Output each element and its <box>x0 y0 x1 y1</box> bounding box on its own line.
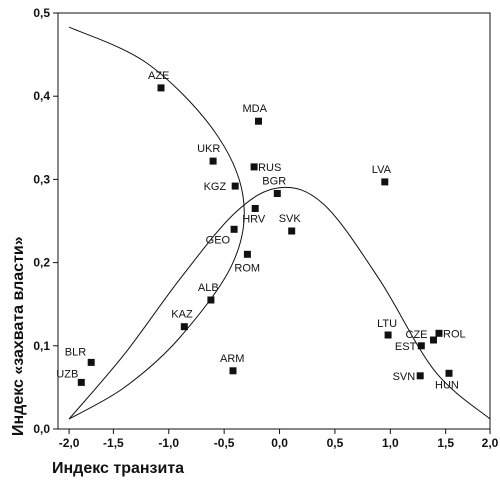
point-label-geo: GEO <box>206 234 231 246</box>
y-axis-title: Индекс «захвата власти» <box>10 236 27 436</box>
x-tick-label: -2,0 <box>59 436 80 450</box>
point-ltu <box>384 331 392 339</box>
x-tick-label: 1,5 <box>437 436 454 450</box>
point-label-mda: MDA <box>243 103 268 115</box>
point-label-ukr: UKR <box>197 143 220 155</box>
point-label-ltu: LTU <box>377 318 397 330</box>
y-tick-label: 0,5 <box>33 6 50 20</box>
y-tick-label: 0,2 <box>33 256 50 270</box>
y-tick-label: 0,0 <box>33 422 50 436</box>
point-hrv <box>251 205 259 212</box>
point-label-hrv: HRV <box>242 214 266 226</box>
x-tick-label: 0,0 <box>271 436 288 450</box>
point-svk <box>288 227 296 235</box>
x-tick-label: -1,5 <box>103 436 124 450</box>
point-label-alb: ALB <box>198 282 219 294</box>
point-est <box>417 342 425 350</box>
y-tick-label: 0,3 <box>33 172 50 186</box>
x-tick-label: 0,5 <box>327 436 344 450</box>
point-aze <box>157 84 165 92</box>
x-tick-label: -0,5 <box>214 436 235 450</box>
point-label-rus: RUS <box>258 162 281 174</box>
curve-sideways-parabola <box>68 26 245 420</box>
point-blr <box>87 358 95 366</box>
point-rus <box>250 163 258 171</box>
point-kgz <box>231 182 239 190</box>
point-arm <box>229 367 237 375</box>
point-label-hun: HUN <box>435 379 459 391</box>
y-tick-label: 0,1 <box>33 339 50 353</box>
point-label-arm: ARM <box>220 353 244 365</box>
point-kaz <box>180 323 188 331</box>
axes <box>57 12 491 430</box>
point-label-rom: ROM <box>234 262 260 274</box>
point-uzb <box>77 378 85 386</box>
point-svn <box>416 372 424 380</box>
point-rol <box>435 329 443 337</box>
point-label-blr: BLR <box>65 346 86 358</box>
point-hun <box>445 369 453 377</box>
point-cze <box>430 336 437 344</box>
x-tick-label: -1,0 <box>158 436 179 450</box>
points-group: AZE MDA UKR RUS KGZ BGR LVA HRV SVK GEO ROM ALB KAZ L… <box>56 70 465 391</box>
point-label-svn: SVN <box>393 371 416 383</box>
point-mda <box>255 117 262 125</box>
point-geo <box>230 225 238 233</box>
point-label-kaz: KAZ <box>171 309 193 321</box>
point-label-cze: CZE <box>406 329 428 341</box>
point-alb <box>207 296 215 304</box>
point-label-bgr: BGR <box>262 176 286 188</box>
point-label-est: EST <box>395 341 417 353</box>
plot-frame <box>57 12 491 430</box>
ticks-group: -2,0 -1,5 -1,0 -0,5 0,0 0,5 1,0 1,5 2,0 0,0 0,1 0,2… <box>33 6 498 450</box>
point-label-rol: ROL <box>443 328 466 340</box>
point-label-uzb: UZB <box>56 368 78 380</box>
x-tick-label: 1,0 <box>382 436 399 450</box>
point-rom <box>243 250 251 258</box>
y-tick-label: 0,4 <box>33 89 50 103</box>
point-label-kgz: KGZ <box>204 181 227 193</box>
point-label-svk: SVK <box>279 213 302 225</box>
x-axis-title: Индекс транзита <box>52 460 184 477</box>
point-bgr <box>273 190 281 197</box>
point-label-aze: AZE <box>148 70 169 82</box>
point-label-lva: LVA <box>372 164 392 176</box>
point-lva <box>381 178 389 186</box>
x-tick-label: 2,0 <box>482 436 499 450</box>
point-ukr <box>209 157 217 165</box>
